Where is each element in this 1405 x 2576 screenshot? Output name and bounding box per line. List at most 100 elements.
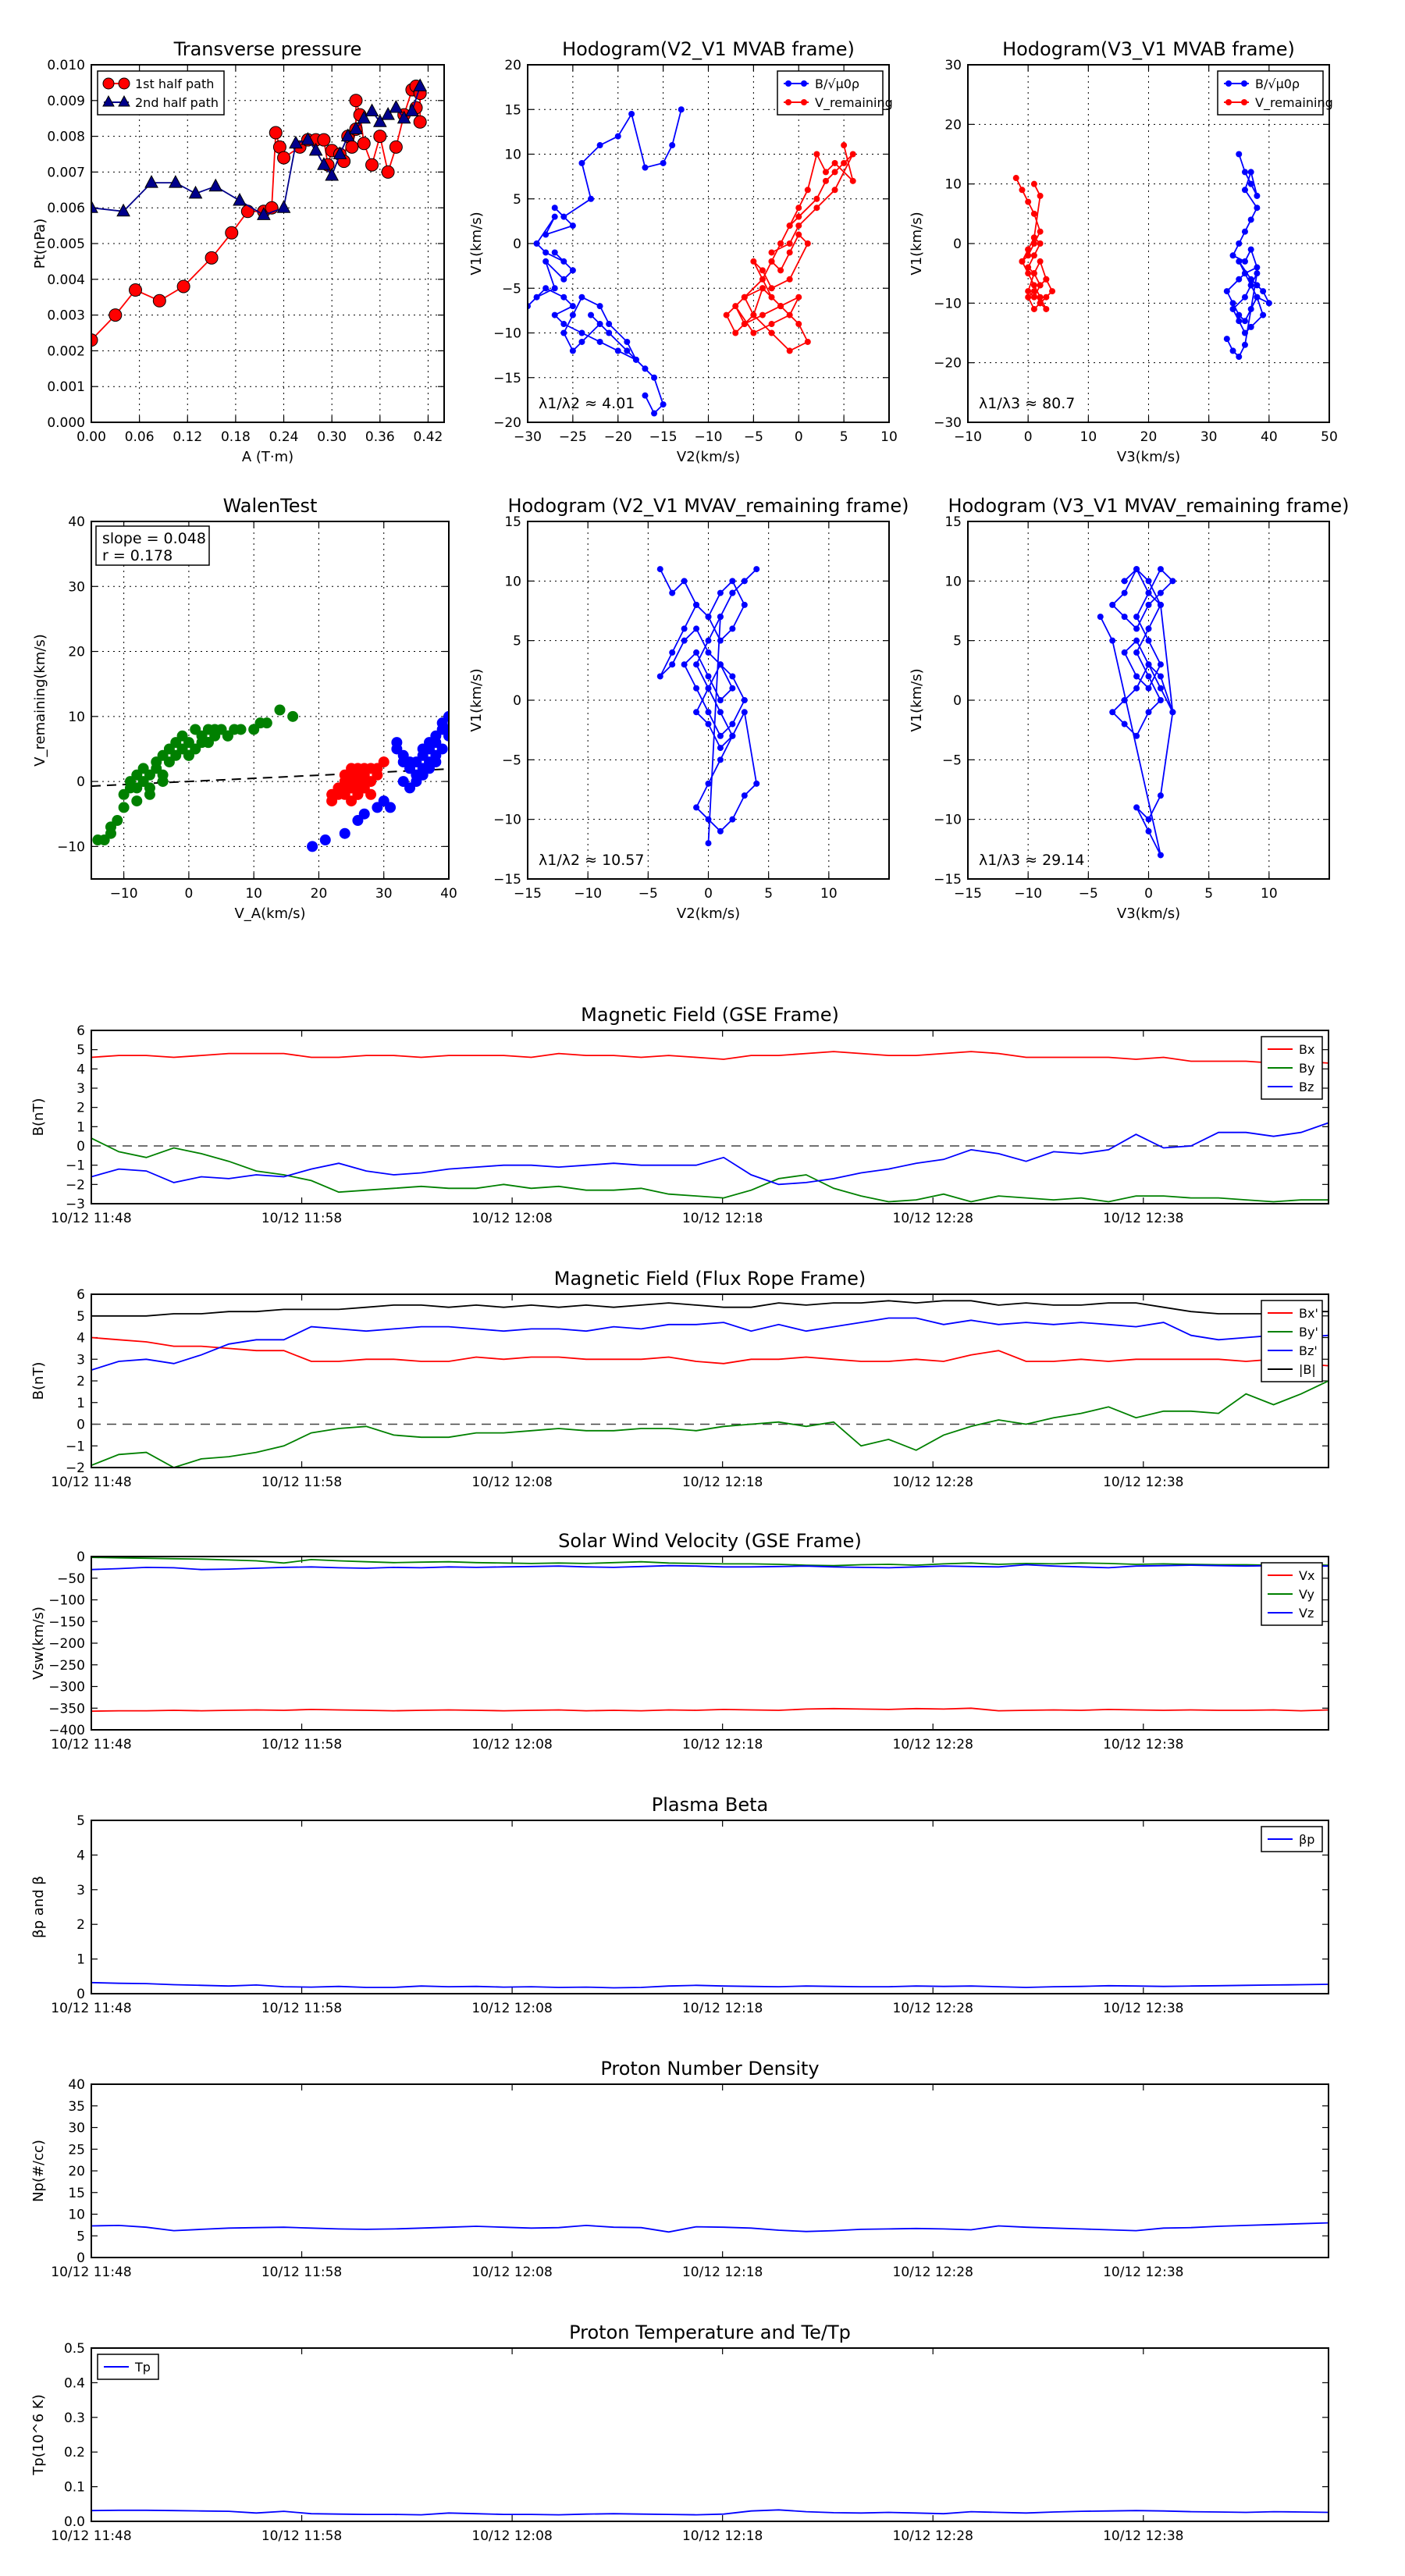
plot-frame	[527, 64, 890, 423]
data-point	[849, 177, 856, 184]
y-tick-label: −3	[66, 1197, 85, 1212]
x-tick-label: 10	[880, 429, 898, 445]
data-point	[569, 222, 576, 229]
x-tick-label: −30	[514, 429, 542, 445]
legend-marker	[102, 77, 115, 90]
data-point	[759, 276, 766, 283]
data-point	[651, 374, 658, 381]
data-point	[678, 106, 685, 113]
legend-marker	[1225, 99, 1232, 105]
x-tick-label: 0.18	[221, 429, 251, 445]
data-point	[777, 303, 784, 310]
data-point	[705, 614, 712, 621]
data-point	[705, 709, 712, 716]
data-point	[813, 205, 820, 212]
x-tick-label: 50	[1321, 429, 1338, 445]
data-point	[741, 294, 748, 301]
data-point	[1030, 305, 1037, 312]
data-point	[1145, 816, 1152, 823]
y-axis-label: V1(km/s)	[468, 668, 485, 731]
x-tick-label: 10/12 11:58	[261, 1475, 342, 1490]
series-line	[91, 1336, 1329, 1367]
chart-h1: Hodogram(V2_V1 MVAB frame) −20 −15 −10 −5 0 5 1…	[468, 38, 898, 465]
data-point	[1025, 198, 1032, 205]
data-point	[1247, 323, 1254, 330]
data-point	[804, 187, 811, 194]
data-point	[831, 159, 838, 166]
data-point	[1037, 282, 1044, 289]
y-tick-label: 0.009	[47, 94, 85, 109]
data-point	[1133, 649, 1140, 656]
series-line	[528, 109, 682, 415]
data-point	[413, 78, 428, 91]
x-tick-label: −10	[695, 429, 723, 445]
y-axis-label: V1(km/s)	[468, 212, 485, 275]
data-point	[741, 578, 748, 585]
x-tick-label: 0	[1144, 886, 1153, 902]
series-line	[91, 2222, 1329, 2233]
data-point	[1030, 270, 1037, 277]
data-point	[1121, 697, 1128, 703]
legend-label: Vz	[1299, 1606, 1314, 1621]
y-tick-label: 0	[76, 2250, 85, 2266]
legend-marker	[118, 94, 130, 107]
data-point	[551, 213, 558, 220]
y-tick-label: −30	[934, 415, 962, 431]
data-point	[642, 164, 649, 171]
data-point	[1157, 661, 1164, 668]
plot-frame	[91, 2083, 1329, 2258]
data-point	[436, 743, 448, 755]
data-point	[651, 410, 658, 417]
chart-title: Proton Temperature and Te/Tp	[569, 2322, 851, 2343]
data-point	[569, 347, 576, 354]
y-tick-label: 20	[68, 2164, 85, 2179]
data-point	[768, 258, 775, 265]
data-point	[1247, 282, 1254, 289]
data-point	[1109, 601, 1116, 608]
data-point	[768, 249, 775, 256]
x-tick-label: 20	[1140, 429, 1158, 445]
data-point	[225, 226, 239, 240]
data-point	[205, 251, 219, 265]
data-point	[1109, 709, 1116, 716]
x-tick-label: −15	[649, 429, 678, 445]
y-tick-label: −10	[493, 326, 521, 342]
x-tick-label: −10	[574, 886, 602, 902]
series-line	[1099, 568, 1174, 856]
data-point	[202, 737, 214, 749]
data-point	[287, 710, 299, 722]
legend-label: 1st half path	[135, 76, 214, 91]
data-point	[642, 365, 649, 372]
x-tick-label: 10/12 12:38	[1103, 2265, 1183, 2280]
data-point	[277, 151, 291, 165]
y-tick-label: 5	[513, 634, 521, 649]
data-point	[822, 177, 829, 184]
y-tick-label: −400	[48, 1723, 85, 1738]
y-tick-label: 6	[76, 1287, 85, 1303]
data-point	[759, 311, 766, 318]
legend: Bx' By' Bz' |B|	[1261, 1300, 1323, 1382]
data-point	[1037, 192, 1044, 199]
data-point	[1157, 792, 1164, 799]
data-point	[1043, 305, 1050, 312]
chart-title: Magnetic Field (GSE Frame)	[581, 1004, 839, 1026]
data-point	[729, 589, 736, 596]
y-tick-label: 5	[76, 2229, 85, 2244]
y-tick-label: 0	[76, 1987, 85, 2002]
data-point	[759, 285, 766, 292]
data-point	[1254, 192, 1261, 199]
x-tick-label: −15	[514, 886, 542, 902]
y-tick-label: 5	[76, 1309, 85, 1325]
data-point	[365, 158, 379, 172]
data-point	[1121, 578, 1128, 585]
y-axis-label: Tp(10^6 K)	[30, 2394, 47, 2475]
data-point	[108, 308, 123, 322]
legend-label: βp	[1299, 1832, 1314, 1847]
x-tick-label: 10/12 12:28	[893, 2528, 973, 2544]
x-axis-label: V3(km/s)	[1117, 906, 1180, 922]
data-point	[705, 816, 712, 823]
data-point	[1133, 625, 1140, 632]
data-point	[753, 780, 760, 787]
data-point	[705, 649, 712, 656]
data-point	[813, 151, 820, 158]
